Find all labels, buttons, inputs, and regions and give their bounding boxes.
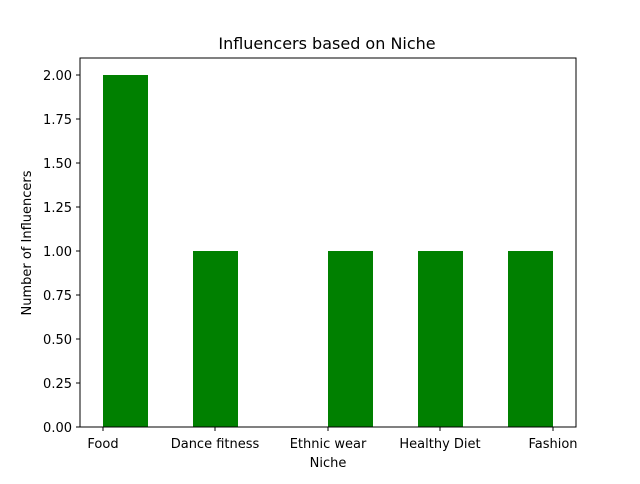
y-tick-label: 2.00 — [43, 69, 72, 84]
y-tick-label: 0.25 — [43, 377, 72, 392]
y-axis-label: Number of Influencers — [20, 170, 35, 315]
bars-layer — [103, 75, 553, 427]
bar — [103, 75, 148, 427]
plot-frame — [79, 57, 577, 428]
bar — [193, 251, 238, 427]
chart-title: Influencers based on Niche — [218, 34, 435, 53]
x-tick-label: Fashion — [528, 437, 577, 452]
bar — [508, 251, 553, 427]
bar — [418, 251, 463, 427]
y-tick-label: 1.50 — [43, 157, 72, 172]
x-axis-ticks: Food Dance fitness Ethnic wear Healthy Diet… — [87, 427, 578, 452]
x-axis-label: Niche — [310, 456, 347, 471]
x-tick-label: Ethnic wear — [290, 437, 367, 452]
bar — [328, 251, 373, 427]
x-tick-label: Healthy Diet — [399, 437, 480, 452]
y-tick-label: 1.25 — [43, 201, 72, 216]
x-tick-label: Dance fitness — [171, 437, 260, 452]
x-tick-label: Food — [87, 437, 118, 452]
y-tick-label: 1.00 — [43, 245, 72, 260]
y-tick-label: 0.75 — [43, 289, 72, 304]
y-tick-label: 0.50 — [43, 333, 72, 348]
y-axis-ticks: 0.00 0.25 0.50 0.75 1.00 1.25 1.50 1.75 2.00 — [43, 69, 80, 436]
y-tick-label: 1.75 — [43, 113, 72, 128]
y-tick-label: 0.00 — [43, 421, 72, 436]
